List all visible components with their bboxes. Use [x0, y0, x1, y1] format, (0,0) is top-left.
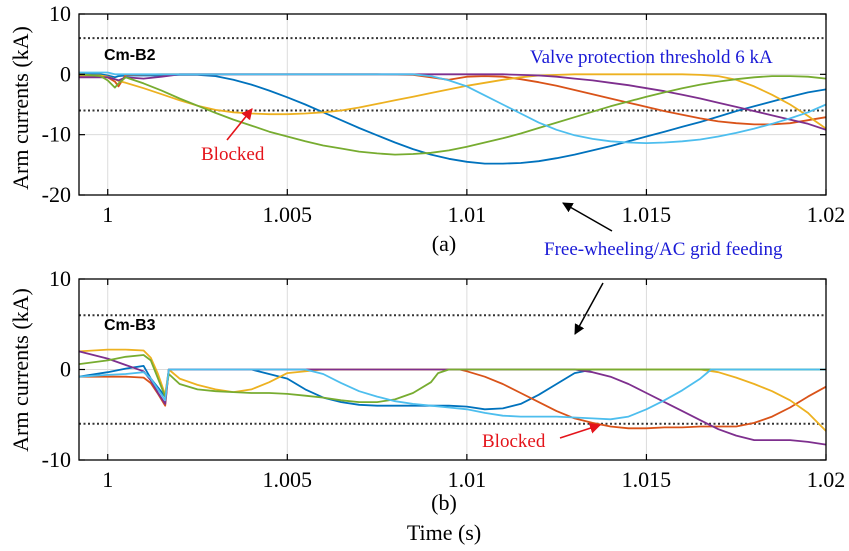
panel-b-ytick-label-0: -10: [42, 447, 71, 472]
panel-b-series-orange: [79, 368, 827, 430]
freewheel-arrow-up: [562, 202, 613, 232]
panel-a-series-yellow: [78, 73, 827, 130]
panel-a-ticks: 1 1.005 1.01 1.015 1.02 -20 -10 0 10: [42, 1, 846, 227]
panel-b-ylabel: Arm currents (kA): [8, 288, 33, 452]
panel-b-caption: (b): [431, 490, 457, 515]
panel-b-ytick-label-2: 10: [49, 266, 71, 291]
panel-a-name: Cm-B2: [104, 47, 156, 64]
panel-b-name: Cm-B3: [104, 317, 156, 334]
panel-b-ytick-label-1: 0: [60, 357, 71, 382]
panel-b-xtick-label-3: 1.015: [622, 467, 672, 492]
panel-a-blocked-label: Blocked: [201, 144, 265, 165]
threshold-note: Valve protection threshold 6 kA: [530, 47, 773, 68]
panel-b-series-purple: [78, 350, 827, 446]
panel-b-ticks: 1 1.005 1.01 1.015 1.02 -10 0 10: [42, 266, 846, 492]
freewheel-note: Free-wheeling/AC grid feeding: [544, 239, 783, 260]
panel-b-xtick-label-0: 1: [102, 467, 113, 492]
panel-a-frame: [78, 13, 827, 196]
panel-a-ylabel: Arm currents (kA): [8, 26, 33, 190]
panel-a-xtick-label-4: 1.02: [807, 202, 846, 227]
panel-a-series-cyan: [79, 71, 827, 144]
panel-b-series-green: [78, 354, 826, 403]
panel-a-ytick-label-3: 10: [49, 1, 71, 26]
panel-a-series-purple: [79, 73, 827, 131]
freewheel-arrow-down: [574, 282, 604, 335]
panel-a-xtick-label-1: 1.005: [263, 202, 313, 227]
panel-a-blocked-arrow: [226, 108, 253, 141]
panel-a-ytick-label-1: -10: [42, 122, 71, 147]
panel-b-blocked-label: Blocked: [482, 431, 546, 452]
panel-b-blocked-arrow: [559, 422, 602, 439]
panel-b-xtick-label-1: 1.005: [263, 467, 313, 492]
panel-a-ytick-label-2: 0: [60, 61, 71, 86]
panel-a-thresholds: [79, 37, 826, 112]
panel-b-series-yellow: [78, 348, 827, 432]
panel-a-series: [78, 71, 827, 165]
panel-a-caption: (a): [432, 231, 456, 256]
panel-a-xtick-label-3: 1.015: [622, 202, 672, 227]
panel-b-series: [78, 348, 827, 446]
panel-a-ytick-label-0: -20: [42, 182, 71, 207]
panel-b-xtick-label-4: 1.02: [807, 467, 846, 492]
x-axis-label: Time (s): [407, 520, 481, 545]
panel-a-xtick-label-0: 1: [102, 202, 113, 227]
panel-b-thresholds: [79, 314, 826, 425]
panel-a: 1 1.005 1.01 1.015 1.02 -20 -10 0 10 Arm current…: [8, 1, 845, 256]
panel-a-series-green: [78, 73, 827, 156]
panel-b-xtick-label-2: 1.01: [448, 467, 487, 492]
panel-a-xtick-label-2: 1.01: [448, 202, 487, 227]
panel-b: 1 1.005 1.01 1.015 1.02 -10 0 10 Arm currents (…: [8, 266, 845, 515]
panel-b-series-cyan: [78, 368, 826, 421]
